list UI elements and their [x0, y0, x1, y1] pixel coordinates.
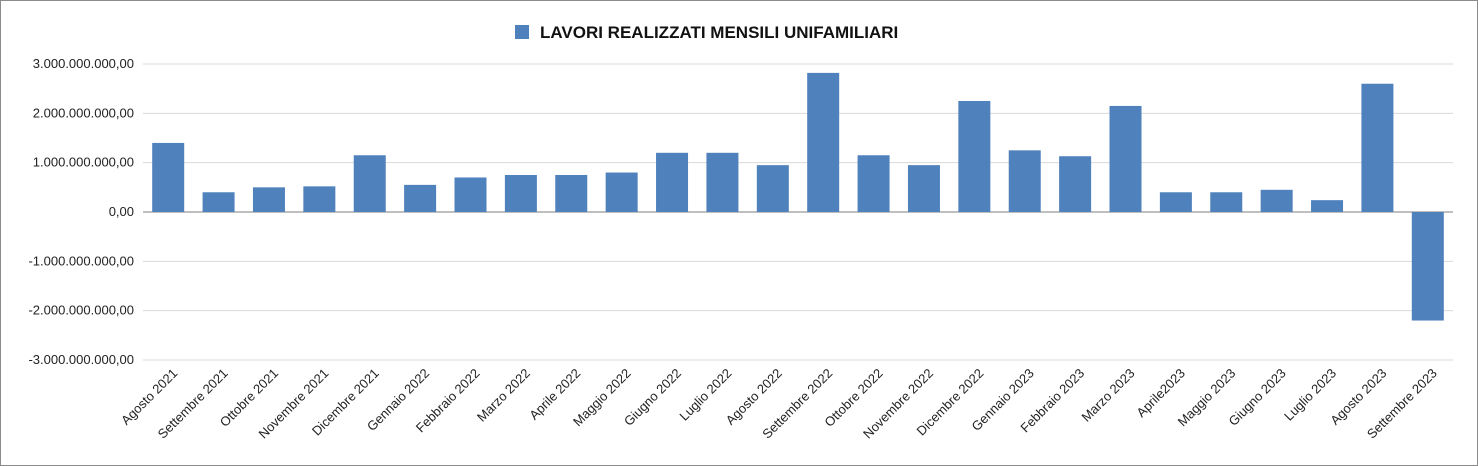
bar	[1311, 200, 1344, 212]
y-tick-label: -2.000.000.000,00	[28, 303, 134, 318]
x-tick-label: Aprile2023	[1133, 366, 1188, 421]
legend: LAVORI REALIZZATI MENSILI UNIFAMILIARI	[515, 23, 898, 42]
gridlines	[143, 63, 1453, 361]
y-tick-label: 3.000.000.000,00	[33, 56, 134, 71]
bar	[202, 192, 235, 212]
bar	[555, 175, 588, 212]
bar	[958, 101, 991, 212]
bar	[1109, 105, 1142, 212]
bar	[907, 165, 940, 212]
bar	[1361, 83, 1394, 212]
bar	[706, 152, 739, 212]
y-axis-ticks: 3.000.000.000,00 2.000.000.000,00 1.000.00…	[28, 56, 134, 367]
bar	[504, 175, 537, 212]
bar	[1260, 189, 1293, 212]
bars	[152, 72, 1444, 321]
bar	[857, 155, 890, 212]
bar	[1210, 192, 1243, 212]
x-tick-label: Marzo 2023	[1078, 366, 1137, 425]
bar	[1059, 156, 1092, 212]
bar	[1411, 212, 1444, 321]
bar	[252, 187, 285, 212]
legend-label: LAVORI REALIZZATI MENSILI UNIFAMILIARI	[540, 23, 898, 42]
bar	[454, 177, 487, 212]
bar	[152, 142, 185, 212]
bar	[605, 172, 638, 212]
bar	[807, 72, 840, 212]
bar	[756, 165, 789, 212]
bar	[353, 155, 386, 212]
y-tick-label: 1.000.000.000,00	[33, 155, 134, 170]
y-tick-label: 0,00	[109, 204, 134, 219]
y-tick-label: -3.000.000.000,00	[28, 352, 134, 367]
bar	[303, 186, 336, 212]
bar	[656, 152, 689, 212]
bar	[1008, 150, 1041, 212]
bar	[1159, 192, 1192, 212]
legend-swatch	[515, 25, 529, 39]
y-tick-label: -1.000.000.000,00	[28, 253, 134, 268]
x-tick-label: Marzo 2022	[474, 366, 533, 425]
bar	[404, 184, 437, 212]
y-tick-label: 2.000.000.000,00	[33, 105, 134, 120]
